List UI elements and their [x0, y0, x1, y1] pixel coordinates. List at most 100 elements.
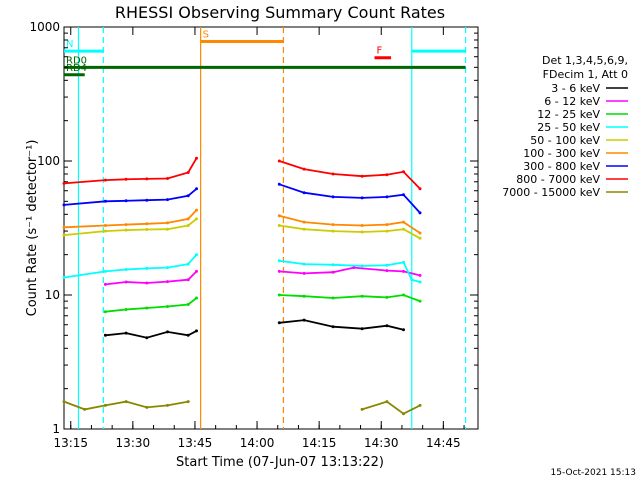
data-point — [124, 268, 128, 271]
data-point — [145, 281, 149, 285]
data-point — [145, 222, 149, 226]
data-point — [385, 173, 389, 177]
data-point — [186, 400, 190, 404]
data-point — [331, 325, 335, 329]
data-point — [145, 306, 149, 310]
data-point — [62, 276, 66, 279]
data-point — [62, 181, 66, 185]
data-point — [418, 403, 422, 407]
y-tick-label: 10 — [45, 288, 60, 302]
data-point — [277, 269, 281, 273]
legend-label: 25 - 50 keV — [537, 121, 600, 134]
data-point — [302, 294, 306, 298]
data-point — [277, 159, 281, 163]
flag-label: F — [377, 46, 383, 57]
data-point — [402, 412, 405, 416]
data-point — [302, 191, 306, 195]
data-point — [166, 305, 169, 308]
data-point — [166, 198, 169, 202]
series-line — [105, 270, 198, 286]
data-point — [418, 231, 422, 235]
y-tick-label: 1000 — [29, 20, 60, 34]
legend-label: 7000 - 15000 keV — [502, 186, 600, 199]
data-point — [195, 187, 198, 191]
data-point — [331, 195, 335, 199]
data-point — [418, 299, 422, 303]
data-point — [418, 273, 422, 277]
data-point — [166, 280, 169, 284]
data-point — [302, 262, 306, 266]
data-point — [277, 321, 281, 325]
data-point — [418, 236, 422, 240]
data-point — [360, 327, 364, 331]
data-point — [166, 177, 169, 180]
data-point — [195, 253, 198, 257]
data-point — [124, 177, 128, 181]
data-point — [103, 229, 107, 233]
data-point — [103, 224, 107, 227]
data-point — [277, 182, 281, 186]
data-point — [83, 407, 87, 411]
series-line — [361, 400, 421, 415]
legend-header-1: Det 1,3,4,5,6,9, — [542, 54, 628, 67]
data-point — [402, 170, 405, 174]
data-point — [302, 227, 306, 231]
data-point — [124, 331, 128, 335]
flag-label: RD4 — [66, 63, 87, 74]
series-line — [279, 319, 404, 331]
data-point — [418, 187, 422, 191]
data-point — [418, 211, 422, 215]
legend-label: 100 - 300 keV — [523, 147, 600, 160]
data-point — [302, 318, 306, 322]
data-point — [385, 195, 389, 199]
data-point — [402, 227, 405, 231]
data-point — [385, 400, 389, 404]
flag-label: N — [66, 39, 73, 50]
data-point — [385, 269, 389, 273]
data-point — [103, 282, 107, 286]
data-point — [410, 278, 414, 282]
legend: Det 1,3,4,5,6,9, FDecim 1, Att 0 3 - 6 k… — [502, 54, 628, 199]
data-point — [402, 293, 405, 297]
data-point — [62, 225, 66, 229]
data-point — [418, 280, 422, 284]
data-point — [360, 224, 364, 227]
data-point — [331, 263, 335, 267]
data-point — [186, 278, 190, 282]
data-point — [402, 269, 405, 273]
data-point — [186, 217, 190, 221]
series-line — [105, 297, 198, 313]
data-point — [385, 223, 389, 227]
data-point — [62, 400, 66, 404]
data-point — [186, 333, 190, 337]
data-point — [145, 177, 149, 181]
data-point — [124, 280, 128, 284]
series-line — [105, 330, 197, 339]
data-point — [124, 400, 128, 404]
footer-date: 15-Oct-2021 15:13 — [551, 468, 636, 478]
data-point — [195, 269, 198, 273]
data-point — [360, 407, 364, 411]
data-point — [302, 167, 306, 171]
data-point — [166, 221, 169, 225]
y-axis-label: Count Rate (s⁻¹ detector⁻¹) — [25, 140, 40, 317]
data-point — [145, 336, 149, 340]
data-point — [385, 324, 389, 328]
data-point — [145, 405, 149, 409]
data-point — [145, 228, 149, 231]
y-tick-label: 1 — [52, 422, 60, 436]
data-point — [277, 259, 281, 263]
data-point — [186, 224, 190, 227]
data-point — [360, 196, 364, 200]
x-tick-label: 14:15 — [302, 436, 337, 450]
legend-label: 6 - 12 keV — [544, 95, 600, 108]
series-layer — [62, 156, 422, 416]
data-point — [360, 294, 364, 298]
legend-label: 12 - 25 keV — [537, 108, 600, 121]
series-line — [279, 259, 421, 283]
data-point — [302, 220, 306, 224]
data-point — [402, 193, 405, 197]
data-point — [195, 296, 198, 300]
data-point — [402, 220, 405, 224]
